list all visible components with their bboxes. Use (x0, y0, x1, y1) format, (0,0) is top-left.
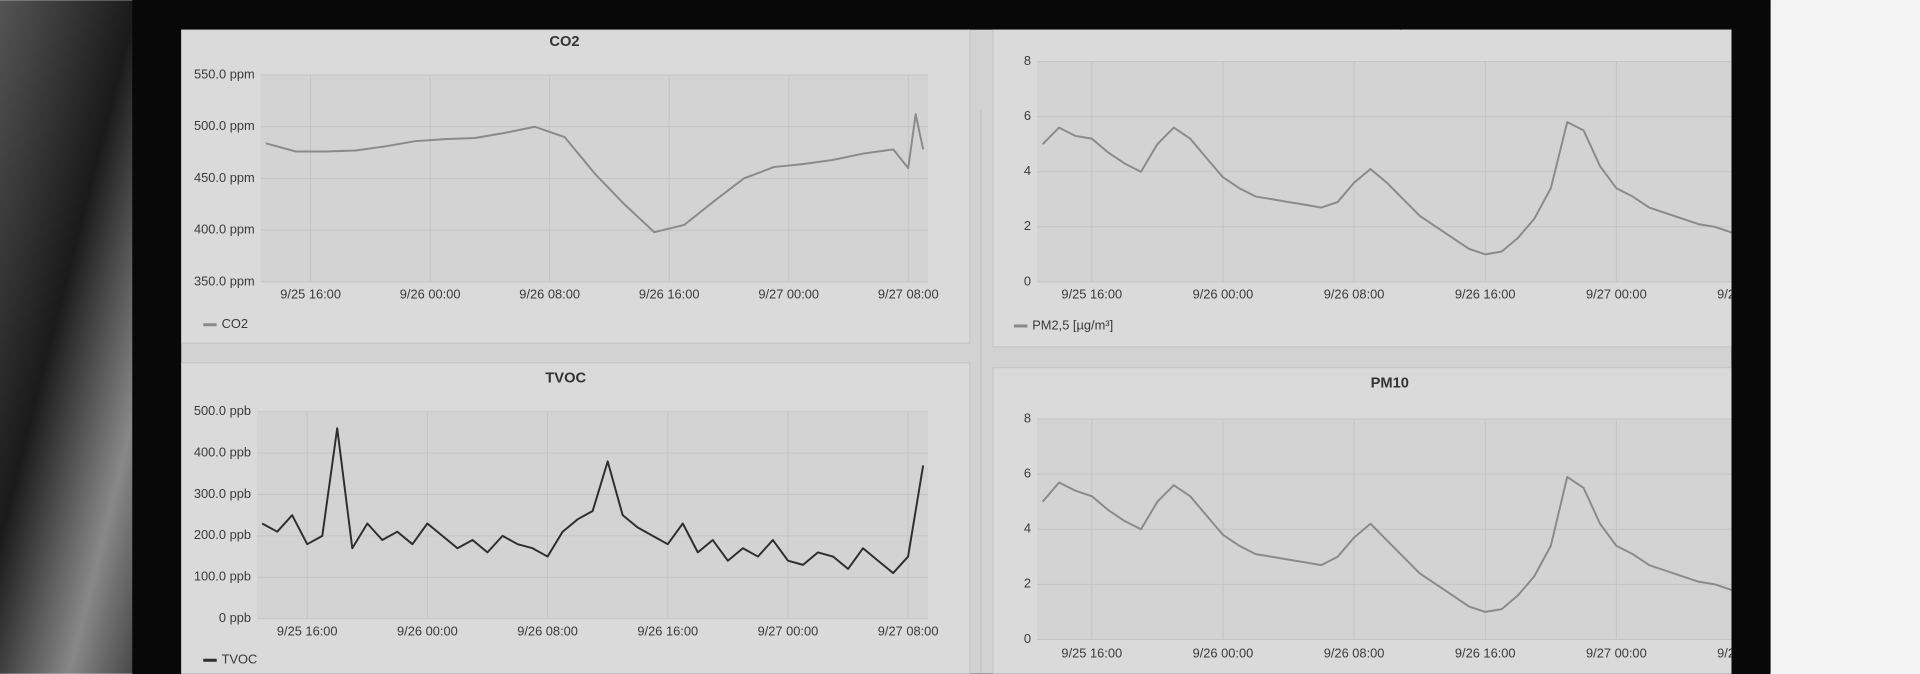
plot-area (257, 411, 929, 619)
x-tick-label: 9/26 16:00 (1455, 287, 1516, 302)
x-tick-label: 9/26 08:00 (519, 287, 580, 302)
y-tick-label: 0 ppb (219, 610, 251, 625)
x-tick-label: 9/26 00:00 (1193, 646, 1254, 661)
x-tick-label: 9/27 00:00 (1586, 646, 1647, 661)
x-tick-label: 9/27 08:00 (878, 287, 939, 302)
y-tick-label: 0 (1024, 273, 1031, 288)
x-tick-label: 9/27 08:00 (1717, 287, 1778, 302)
x-tick-label: 9/27 00:00 (758, 623, 819, 638)
x-tick-label: 9/26 08:00 (1324, 287, 1385, 302)
y-tick-label: 8 (1024, 53, 1031, 68)
y-tick-label: 4 (1024, 163, 1031, 178)
chart-title: CO2 (549, 34, 579, 50)
x-tick-label: 9/27 08:00 (1717, 646, 1778, 661)
x-tick-label: 9/26 08:00 (1324, 646, 1385, 661)
y-tick-label: 500.0 ppb (194, 403, 251, 418)
x-tick-label: 9/26 00:00 (400, 287, 461, 302)
y-tick-label: 2 (1024, 218, 1031, 233)
chart-title: TVOC (545, 371, 586, 387)
chart-title: PM2,5 (1369, 15, 1411, 31)
y-tick-label: 4 (1024, 521, 1031, 536)
x-tick-label: 9/27 00:00 (758, 287, 819, 302)
chart-title: PM10 (1371, 375, 1409, 391)
y-tick-label: 450.0 ppm (194, 170, 255, 185)
y-tick-label: 500.0 ppm (194, 118, 255, 133)
series-line (265, 113, 925, 234)
x-tick-label: 9/26 00:00 (397, 623, 458, 638)
x-tick-label: 9/26 16:00 (637, 623, 698, 638)
y-tick-label: 6 (1024, 108, 1031, 123)
y-tick-label: 300.0 ppb (194, 486, 251, 501)
y-tick-label: 350.0 ppm (194, 273, 255, 288)
legend-label: CO2 (222, 316, 248, 331)
x-tick-label: 9/27 00:00 (1586, 287, 1647, 302)
x-tick-label: 9/25 16:00 (280, 287, 341, 302)
x-tick-label: 9/27 08:00 (878, 623, 939, 638)
series-line (1041, 475, 1732, 613)
series-line (261, 427, 925, 575)
x-tick-label: 9/26 00:00 (1193, 287, 1254, 302)
x-tick-label: 9/26 16:00 (1455, 646, 1516, 661)
legend-label: TVOC (222, 652, 258, 667)
x-tick-label: 9/25 16:00 (277, 623, 338, 638)
x-tick-label: 9/26 08:00 (517, 623, 578, 638)
series-line (1041, 121, 1732, 256)
y-tick-label: 400.0 ppm (194, 222, 255, 237)
x-tick-label: 9/25 16:00 (1061, 287, 1122, 302)
y-tick-label: 2 (1024, 576, 1031, 591)
y-tick-label: 550.0 ppm (194, 66, 255, 81)
y-tick-label: 6 (1024, 466, 1031, 481)
y-tick-label: 200.0 ppb (194, 527, 251, 542)
y-tick-label: 400.0 ppb (194, 444, 251, 459)
x-tick-label: 9/25 16:00 (1061, 646, 1122, 661)
y-tick-label: 0 (1024, 631, 1031, 646)
legend-label: PM2,5 [µg/m³] (1032, 317, 1113, 332)
dashboard: CO2 350.0 ppm 400.0 ppm 450.0 ppm 500.0 ppm 5… (181, 15, 1778, 674)
y-tick-label: 100.0 ppb (194, 569, 251, 584)
x-tick-label: 9/26 16:00 (639, 287, 700, 302)
y-tick-label: 8 (1024, 410, 1031, 425)
